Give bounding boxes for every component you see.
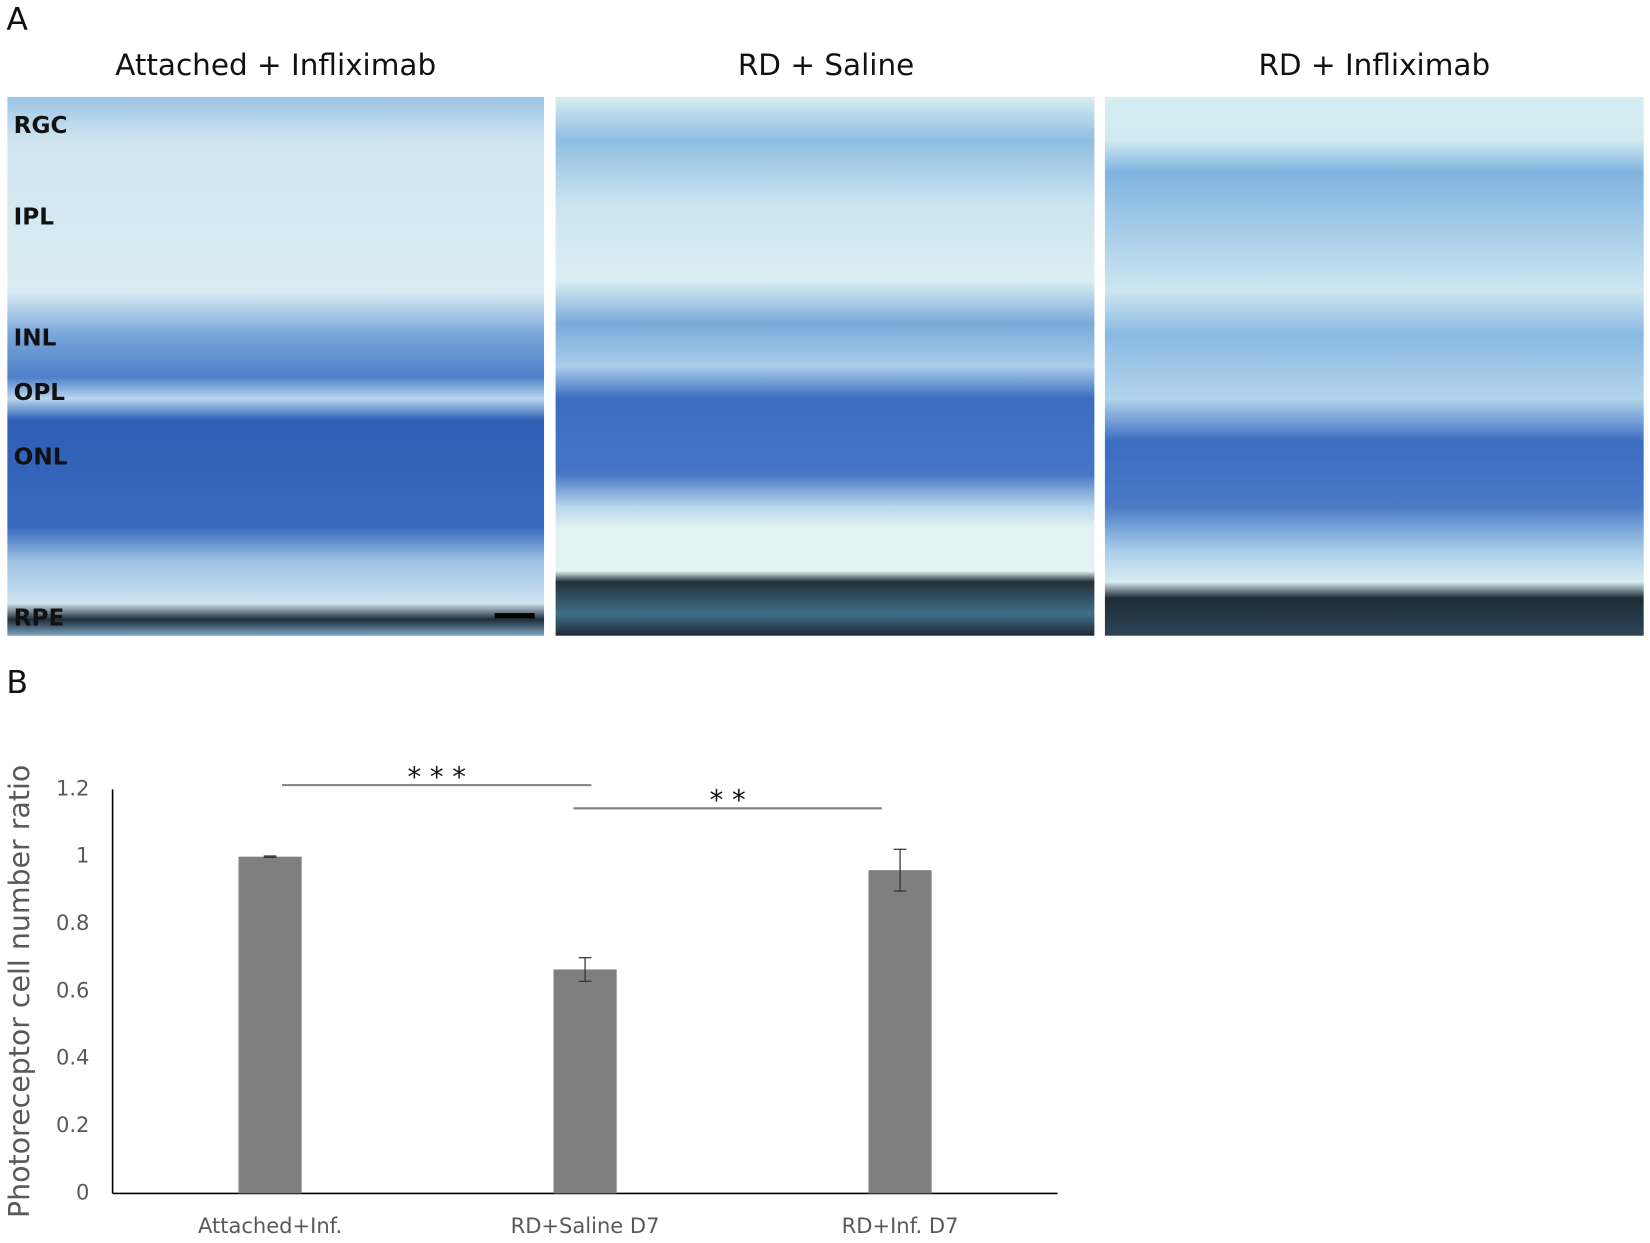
micrograph bbox=[1104, 96, 1644, 636]
error-bar bbox=[893, 848, 907, 892]
layer-label: RGC bbox=[14, 113, 68, 139]
layer-label: OPL bbox=[14, 380, 66, 406]
layer-label: IPL bbox=[14, 204, 55, 230]
y-tick-label: 0.2 bbox=[56, 1112, 89, 1137]
panel-label: B bbox=[6, 665, 28, 701]
layer-label: ONL bbox=[14, 444, 68, 470]
y-tick-label: 0.8 bbox=[56, 910, 89, 935]
x-tick-label: RD+Inf. D7 bbox=[842, 1213, 959, 1238]
image-title: RD + Infliximab bbox=[1258, 48, 1490, 82]
bar bbox=[868, 870, 932, 1194]
image-title: Attached + Infliximab bbox=[115, 48, 436, 82]
significance-label: * * bbox=[710, 785, 746, 816]
y-tick-label: 0 bbox=[76, 1179, 89, 1204]
error-bar bbox=[578, 957, 592, 982]
layer-label: INL bbox=[14, 325, 57, 351]
significance-label: * * * bbox=[407, 762, 465, 793]
y-axis-label: Photoreceptor cell number ratio bbox=[3, 765, 36, 1218]
layer-label: RPE bbox=[14, 605, 65, 631]
error-bar bbox=[263, 855, 277, 858]
x-tick-label: Attached+Inf. bbox=[198, 1213, 342, 1238]
x-tick-label: RD+Saline D7 bbox=[511, 1213, 660, 1238]
y-tick-label: 0.4 bbox=[56, 1045, 89, 1070]
bar bbox=[238, 856, 302, 1194]
bar bbox=[553, 969, 617, 1194]
y-tick-label: 1.2 bbox=[56, 775, 89, 800]
y-tick-label: 1 bbox=[76, 843, 89, 868]
panel-label: A bbox=[6, 2, 28, 38]
image-title: RD + Saline bbox=[738, 48, 914, 82]
micrograph bbox=[7, 96, 545, 636]
y-tick-label: 0.6 bbox=[56, 977, 89, 1002]
micrograph bbox=[555, 96, 1095, 636]
